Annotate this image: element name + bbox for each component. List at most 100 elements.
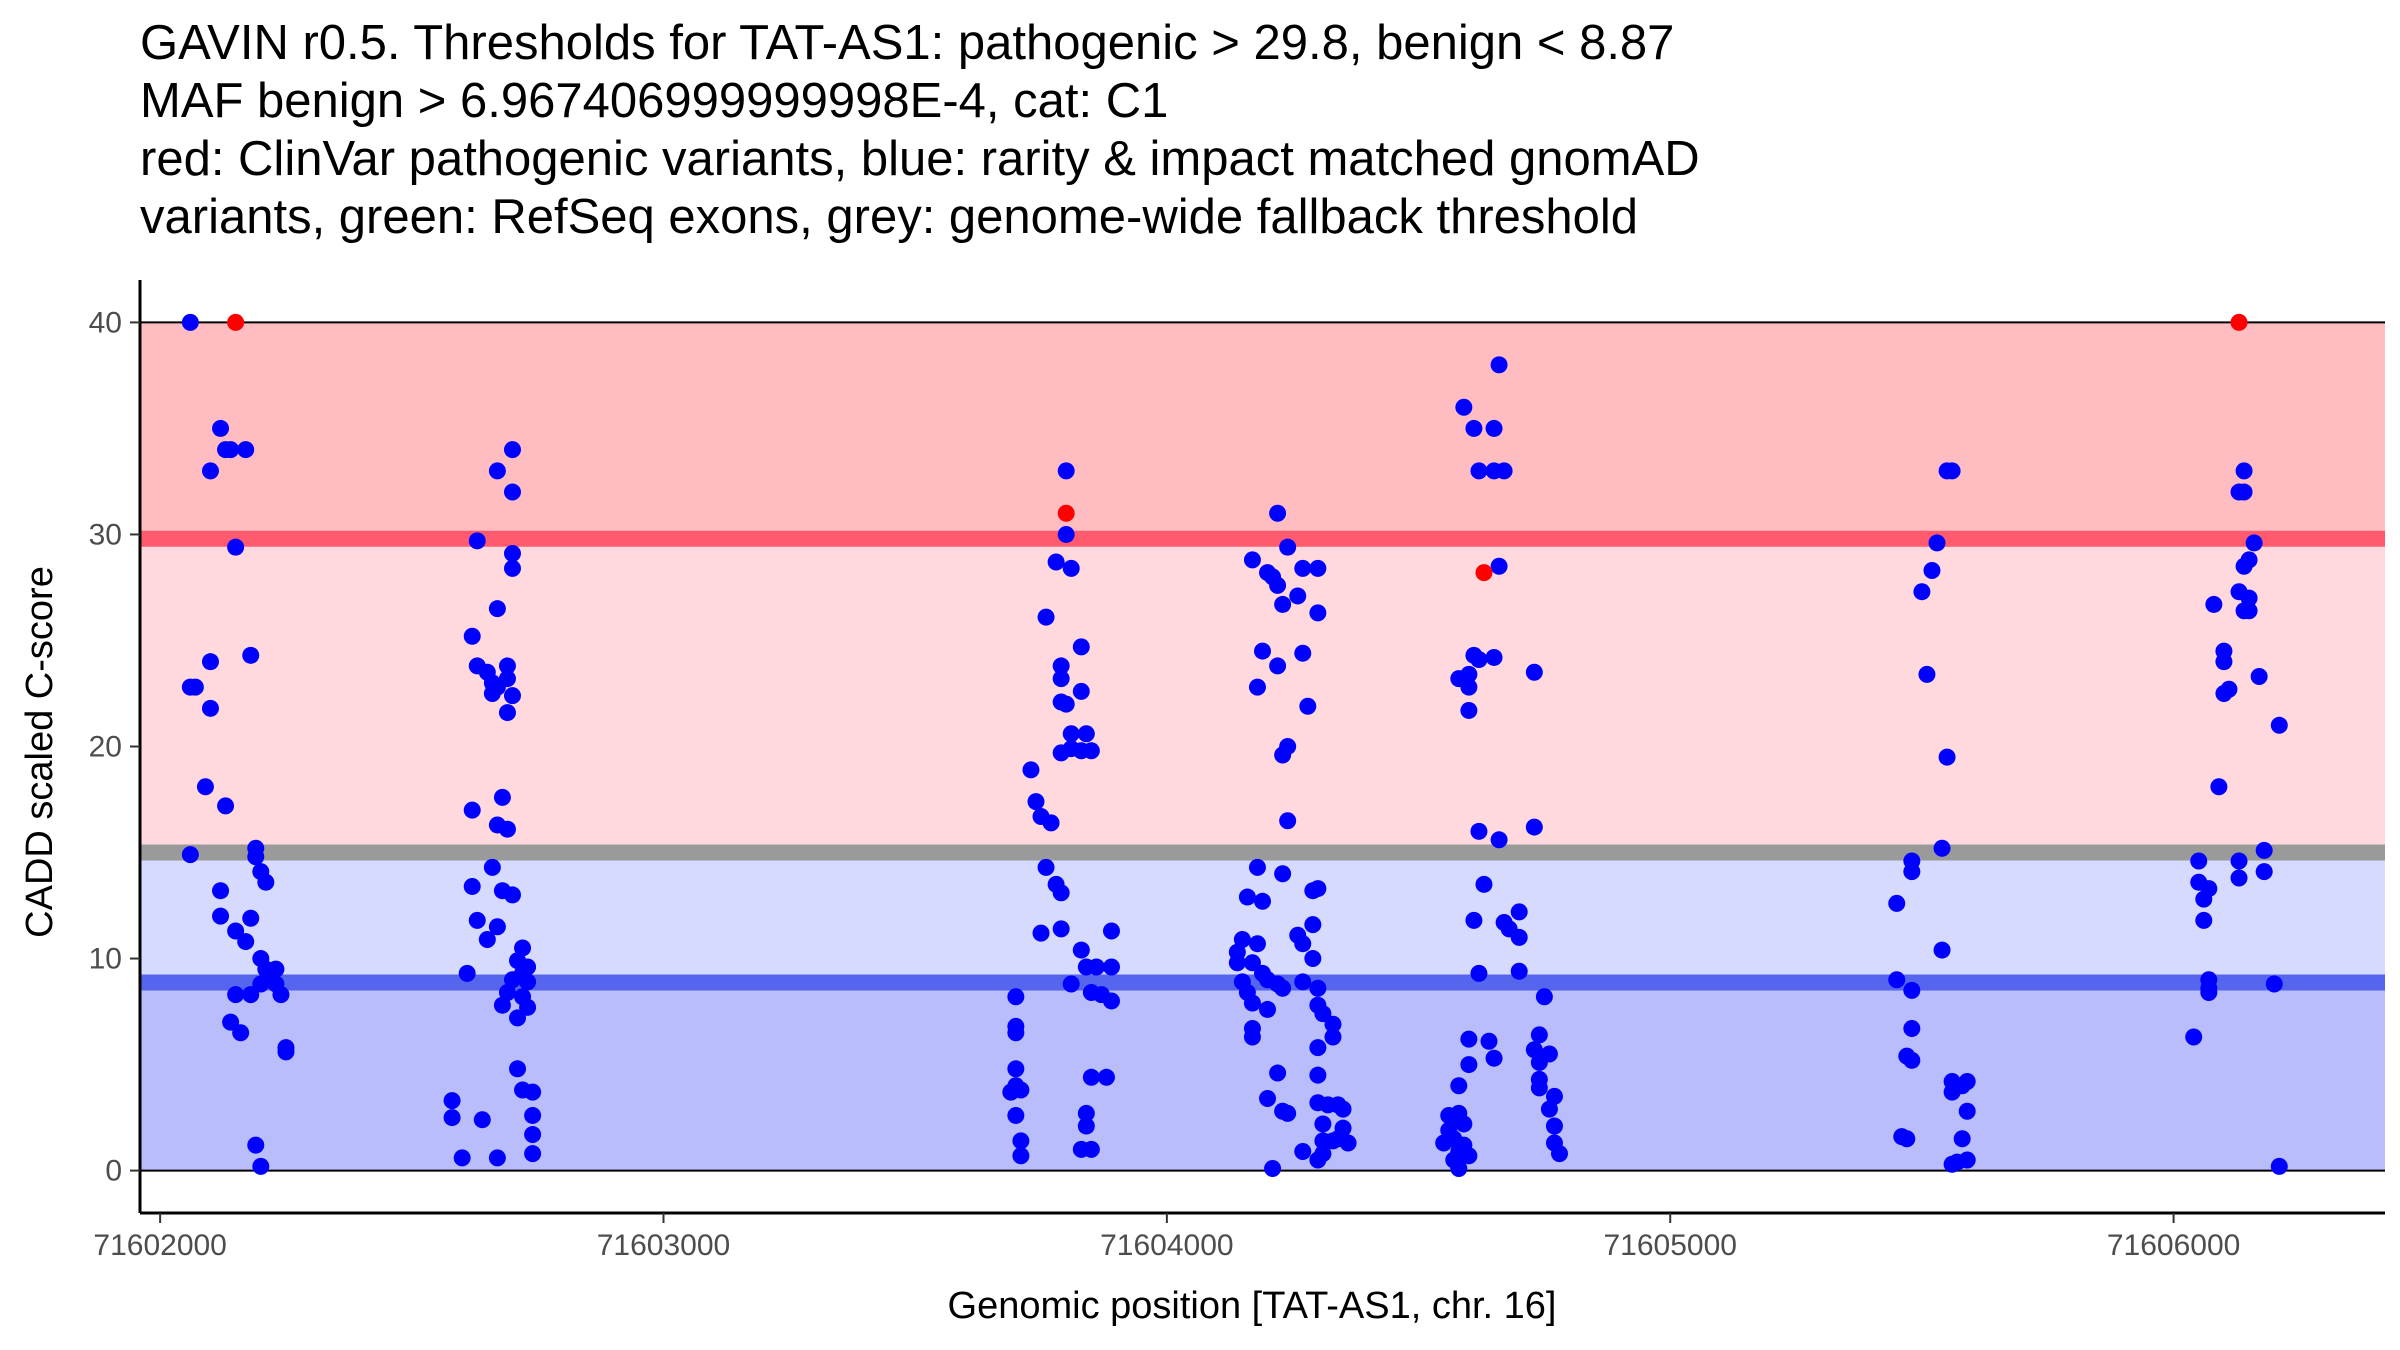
gnomad-variant-point bbox=[1037, 608, 1055, 626]
gnomad-variant-point bbox=[1259, 1000, 1277, 1018]
gnomad-variant-point bbox=[257, 873, 275, 891]
gnomad-variant-point bbox=[1545, 1117, 1563, 1135]
gnomad-variant-point bbox=[1314, 1005, 1332, 1023]
pathogenic-variant-point bbox=[1475, 564, 1493, 582]
gnomad-variant-point bbox=[1455, 1115, 1473, 1133]
gnomad-variant-point bbox=[212, 419, 230, 437]
gnomad-variant-point bbox=[503, 441, 521, 459]
x-tick-label: 71602000 bbox=[93, 1229, 226, 1262]
gnomad-variant-point bbox=[1460, 678, 1478, 696]
gnomad-variant-point bbox=[524, 1126, 542, 1144]
gnomad-variant-point bbox=[277, 1043, 295, 1061]
gnomad-variant-point bbox=[2270, 1157, 2288, 1175]
gnomad-variant-point bbox=[1037, 858, 1055, 876]
gnomad-variant-point bbox=[1460, 1030, 1478, 1048]
gnomad-variant-point bbox=[498, 983, 516, 1001]
gnomad-variant-point bbox=[1294, 1143, 1312, 1161]
gnomad-variant-point bbox=[1243, 954, 1261, 972]
gnomad-variant-point bbox=[1480, 1032, 1498, 1050]
gnomad-variant-point bbox=[1470, 651, 1488, 669]
gnomad-variant-point bbox=[1943, 1083, 1961, 1101]
gnomad-variant-point bbox=[1012, 1132, 1030, 1150]
gnomad-variant-point bbox=[1309, 559, 1327, 577]
gnomad-variant-point bbox=[2230, 869, 2248, 887]
gnomad-variant-point bbox=[503, 559, 521, 577]
gnomad-variant-point bbox=[1274, 979, 1292, 997]
gnomad-variant-point bbox=[242, 986, 260, 1004]
gnomad-variant-point bbox=[483, 858, 501, 876]
gnomad-variant-point bbox=[1072, 682, 1090, 700]
gnomad-variant-point bbox=[1933, 839, 1951, 857]
gnomad-variant-point bbox=[443, 1092, 461, 1110]
gnomad-variant-point bbox=[2215, 684, 2233, 702]
gnomad-variant-point bbox=[1299, 697, 1317, 715]
gnomad-variant-point bbox=[1923, 562, 1941, 580]
gnomad-variant-point bbox=[488, 918, 506, 936]
gnomad-variant-point bbox=[1269, 576, 1287, 594]
gnomad-variant-point bbox=[212, 907, 230, 925]
gnomad-variant-point bbox=[1254, 642, 1271, 660]
data-points bbox=[181, 313, 2288, 1177]
gnomad-variant-point bbox=[2255, 863, 2273, 881]
gnomad-variant-point bbox=[524, 1083, 542, 1101]
gnomad-variant-point bbox=[1304, 950, 1322, 968]
gnomad-variant-point bbox=[1530, 1026, 1548, 1044]
gnomad-variant-point bbox=[1294, 559, 1312, 577]
gnomad-variant-point bbox=[1510, 903, 1528, 921]
gnomad-variant-point bbox=[519, 998, 537, 1016]
gnomad-variant-point bbox=[458, 964, 476, 982]
gnomad-variant-point bbox=[1953, 1130, 1971, 1148]
gnomad-variant-point bbox=[1485, 648, 1503, 666]
gnomad-variant-point bbox=[524, 1145, 542, 1163]
gnomad-variant-point bbox=[1324, 1015, 1342, 1033]
gnomad-variant-point bbox=[478, 930, 496, 948]
gnomad-variant-point bbox=[1072, 638, 1090, 656]
gnomad-variant-point bbox=[498, 670, 516, 688]
gnomad-variant-point bbox=[2200, 983, 2218, 1001]
gnomad-variant-point bbox=[222, 441, 240, 459]
gnomad-variant-point bbox=[1047, 553, 1065, 571]
gnomad-variant-point bbox=[1228, 954, 1246, 972]
y-tick-label: 20 bbox=[89, 731, 122, 764]
gnomad-variant-point bbox=[509, 1009, 527, 1027]
gnomad-variant-point bbox=[1007, 988, 1025, 1006]
gnomad-variant-point bbox=[1269, 504, 1287, 522]
gnomad-variant-point bbox=[1274, 1102, 1292, 1120]
gnomad-variant-point bbox=[242, 646, 260, 664]
gnomad-variant-point bbox=[1248, 935, 1266, 953]
gnomad-variant-point bbox=[252, 975, 270, 993]
gnomad-variant-point bbox=[519, 973, 537, 991]
gnomad-variant-point bbox=[1294, 644, 1312, 662]
gnomad-variant-point bbox=[1525, 1041, 1543, 1059]
gnomad-variant-point bbox=[2270, 716, 2288, 734]
gnomad-variant-point bbox=[509, 1060, 527, 1078]
gnomad-variant-point bbox=[1077, 1104, 1095, 1122]
gnomad-variant-point bbox=[1490, 831, 1508, 849]
gnomad-variant-point bbox=[2195, 890, 2213, 908]
gnomad-variant-point bbox=[1903, 1051, 1921, 1069]
gnomad-variant-point bbox=[1470, 964, 1488, 982]
gnomad-variant-point bbox=[2195, 911, 2213, 929]
gnomad-variant-point bbox=[1269, 657, 1287, 675]
gnomad-variant-point bbox=[2235, 557, 2253, 575]
gnomad-variant-point bbox=[201, 653, 219, 671]
gnomad-variant-point bbox=[1097, 1068, 1115, 1086]
gnomad-variant-point bbox=[1248, 678, 1266, 696]
gnomad-variant-point bbox=[1903, 1020, 1921, 1038]
y-axis-title: CADD scaled C-score bbox=[19, 566, 61, 938]
gnomad-variant-point bbox=[468, 532, 486, 550]
gnomad-variant-point bbox=[1530, 1079, 1548, 1097]
gnomad-variant-point bbox=[1948, 1153, 1966, 1171]
gnomad-variant-point bbox=[2185, 1028, 2203, 1046]
gnomad-variant-point bbox=[1450, 1077, 1468, 1095]
gnomad-variant-point bbox=[252, 1157, 270, 1175]
gnomad-variant-point bbox=[1550, 1145, 1568, 1163]
gnomad-variant-point bbox=[483, 684, 501, 702]
gnomad-variant-point bbox=[463, 801, 481, 819]
gnomad-variant-point bbox=[1309, 1039, 1327, 1057]
gnomad-variant-point bbox=[2240, 589, 2258, 607]
gnomad-variant-point bbox=[1077, 725, 1095, 743]
gnomad-variant-point bbox=[227, 538, 245, 556]
gnomad-variant-point bbox=[181, 846, 199, 864]
gnomad-variant-point bbox=[1264, 1159, 1282, 1177]
